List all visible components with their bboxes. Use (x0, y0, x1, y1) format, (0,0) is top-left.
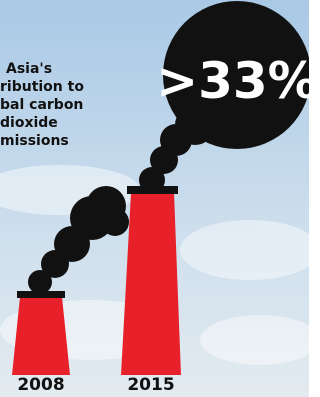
caption-line: missions (0, 133, 69, 149)
caption-line: Asia's (6, 61, 52, 77)
caption-line: bal carbon (0, 97, 83, 113)
stack-2008 (12, 291, 70, 375)
year-label: 2015 (127, 375, 174, 395)
caption-line: dioxide (0, 115, 58, 131)
caption-line: ribution to (0, 79, 84, 95)
stack-label: >33% (156, 52, 309, 110)
stack-2015 (121, 186, 181, 375)
infographic: >33% 2008 2015 Asia's ribution to bal ca… (0, 0, 309, 397)
year-label: 2008 (17, 375, 64, 395)
